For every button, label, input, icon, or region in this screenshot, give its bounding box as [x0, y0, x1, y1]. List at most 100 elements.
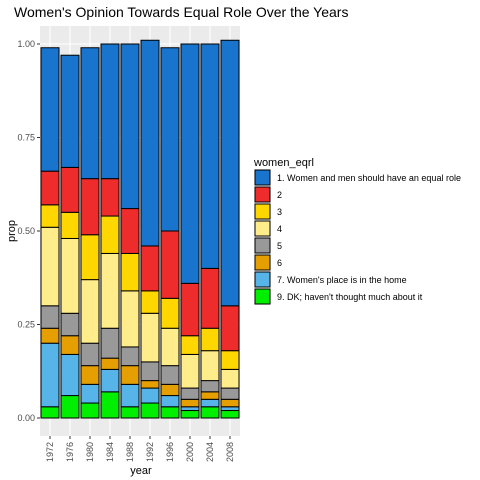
x-tick-label: 1988	[125, 442, 135, 462]
bar-segment	[180, 398, 200, 408]
y-axis-title: prop	[6, 220, 18, 242]
legend-swatch	[254, 271, 271, 288]
bar-segment	[160, 327, 180, 367]
axes: 0.00 0.25 0.50 0.75 1.00 1972 1976 1980 1984 1988…	[17, 39, 235, 462]
y-tick-label: 1.00	[17, 39, 35, 49]
bar-segment	[40, 406, 60, 419]
bar-segment	[140, 402, 160, 419]
legend-swatch	[254, 254, 271, 271]
bar-segment	[140, 39, 160, 247]
bar-stack-2004	[200, 43, 220, 419]
bar-segment	[40, 342, 60, 408]
bar-segment	[40, 170, 60, 206]
bar-segment	[60, 335, 80, 355]
bar-segment	[220, 305, 240, 352]
bar-segment	[40, 327, 60, 344]
bar-segment	[220, 410, 240, 419]
bar-segment	[160, 230, 180, 299]
bar-stack-2008	[220, 39, 240, 419]
x-tick-label: 2008	[225, 442, 235, 462]
bar-segment	[180, 387, 200, 400]
bar-segment	[140, 290, 160, 314]
legend-swatch	[254, 186, 271, 203]
bar-segment	[160, 406, 180, 419]
bar-segment	[100, 327, 120, 359]
x-tick-label: 1984	[105, 442, 115, 462]
y-tick-label: 0.50	[17, 226, 35, 236]
bar-segment	[200, 398, 220, 408]
bar-segment	[40, 305, 60, 329]
bar-stack-1972	[40, 47, 60, 419]
bar-segment	[60, 312, 80, 337]
bar-segment	[120, 252, 140, 292]
bar-segment	[140, 361, 160, 382]
bar-segment	[120, 290, 140, 348]
legend: women_eqrl 1. Women and men should have …	[253, 157, 461, 305]
bar-segment	[80, 47, 100, 180]
bar-segment	[160, 395, 180, 408]
bar-segment	[220, 350, 240, 370]
bar-segment	[40, 47, 60, 172]
legend-label: 3	[277, 207, 282, 217]
x-tick-label: 1976	[65, 442, 75, 462]
bar-segment	[100, 43, 120, 180]
bar-segment	[200, 391, 220, 400]
bar-segment	[140, 312, 160, 363]
legend-label: 7. Women's place is in the home	[277, 275, 407, 285]
bar-segment	[220, 368, 240, 389]
legend-item: 6	[254, 254, 282, 271]
bar-segment	[100, 178, 120, 217]
legend-label: 1. Women and men should have an equal ro…	[277, 173, 461, 183]
x-tick-label: 1992	[145, 442, 155, 462]
y-tick-label: 0.25	[17, 320, 35, 330]
bar-segment	[140, 387, 160, 404]
bar-segment	[80, 383, 100, 404]
bar-segment	[60, 166, 80, 213]
bar-segment	[100, 215, 120, 254]
bar-segment	[220, 387, 240, 400]
bar-segment	[180, 282, 200, 337]
legend-swatch	[254, 237, 271, 254]
bar-segment	[100, 391, 120, 419]
legend-swatch	[254, 288, 271, 305]
legend-item: 9. DK; haven't thought much about it	[254, 288, 423, 305]
x-axis-title: year	[130, 465, 152, 477]
bar-segment	[80, 178, 100, 236]
bar-segment	[160, 47, 180, 232]
bar-segment	[200, 327, 220, 352]
bar-stack-1980	[80, 47, 100, 419]
y-tick-label: 0.00	[17, 413, 35, 423]
bar-segment	[180, 406, 200, 412]
legend-title: women_eqrl	[253, 157, 314, 169]
bar-segment	[80, 279, 100, 344]
bar-segment	[40, 204, 60, 228]
bar-segment	[120, 406, 140, 419]
legend-item: 5	[254, 237, 282, 254]
bar-segment	[140, 380, 160, 389]
legend-swatch	[254, 203, 271, 220]
bar-segment	[200, 406, 220, 419]
bar-stack-1988	[120, 43, 140, 419]
legend-label: 2	[277, 190, 282, 200]
legend-label: 6	[277, 258, 282, 268]
legend-label: 9. DK; haven't thought much about it	[277, 292, 423, 302]
bar-segment	[160, 365, 180, 385]
bar-segment	[200, 267, 220, 329]
legend-label: 4	[277, 224, 282, 234]
bar-segment	[200, 43, 220, 269]
x-tick-label: 1972	[45, 442, 55, 462]
legend-swatch	[254, 169, 271, 186]
y-tick-label: 0.75	[17, 133, 35, 143]
x-tick-label: 2000	[185, 442, 195, 462]
x-tick-label: 2004	[205, 442, 215, 462]
x-tick-label: 1996	[165, 442, 175, 462]
legend-item: 3	[254, 203, 282, 220]
bar-segment	[60, 211, 80, 239]
bar-stack-1992	[140, 39, 160, 419]
bar-stack-1976	[60, 54, 80, 419]
bar-segment	[140, 245, 160, 292]
bar-stack-1996	[160, 47, 180, 419]
bar-segment	[200, 380, 220, 393]
bar-segment	[80, 365, 100, 385]
bar-stack-1984	[100, 43, 120, 419]
